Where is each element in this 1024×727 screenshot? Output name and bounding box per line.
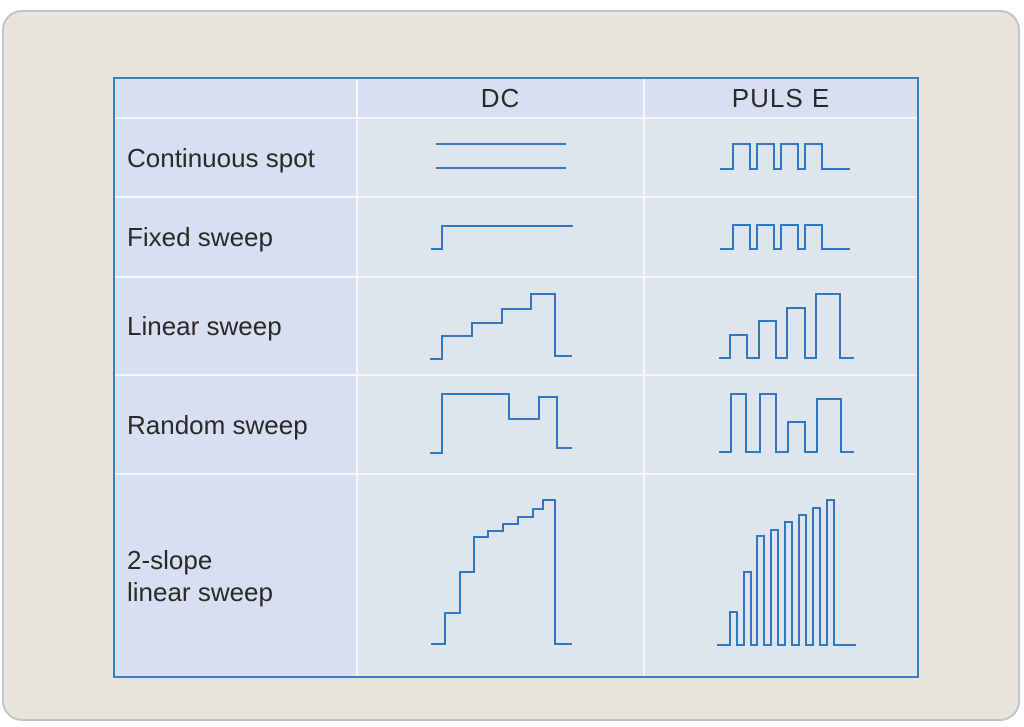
pulse-random-train: [719, 393, 854, 453]
pulse-2-slope-sweep-waveform: [645, 475, 917, 676]
pulse-linear-train: [719, 293, 854, 359]
dc-linear-sweep-waveform: [358, 278, 645, 376]
row-label-line-2: linear sweep: [127, 576, 273, 607]
row-label-2-slope-linear-sweep: 2-slope linear sweep: [115, 475, 358, 676]
header-blank-cell: [115, 79, 358, 119]
waveform-table: DC PULS E Continuous spot Fixed sweep: [113, 77, 919, 678]
pulse-fixed-sweep-waveform: [645, 198, 917, 278]
header-dc: DC: [358, 79, 645, 119]
pulse-linear-sweep-waveform: [645, 278, 917, 376]
dc-fixed-sweep-waveform: [358, 198, 645, 278]
pulse-continuous-spot-waveform: [645, 119, 917, 198]
dc-random-sweep-waveform: [358, 376, 645, 475]
pulse-fixed-train: [720, 224, 850, 250]
row-label-random-sweep: Random sweep: [115, 376, 358, 475]
pulse-2-slope-train: [717, 499, 856, 646]
pulse-random-sweep-waveform: [645, 376, 917, 475]
row-label-linear-sweep: Linear sweep: [115, 278, 358, 376]
dc-2-slope-sweep-waveform: [358, 475, 645, 676]
dc-random-steps: [430, 393, 572, 454]
row-label-fixed-sweep: Fixed sweep: [115, 198, 358, 278]
dc-2-slope-staircase: [431, 499, 572, 645]
dc-fixed-step: [431, 225, 573, 250]
header-pulse: PULS E: [645, 79, 917, 119]
dc-continuous-spot-waveform: [358, 119, 645, 198]
row-label-line-1: 2-slope: [127, 544, 213, 575]
row-label-continuous-spot: Continuous spot: [115, 119, 358, 198]
pulse-continuous-train: [720, 143, 850, 170]
figure-frame: DC PULS E Continuous spot Fixed sweep: [2, 10, 1020, 721]
dc-linear-staircase: [430, 293, 572, 360]
